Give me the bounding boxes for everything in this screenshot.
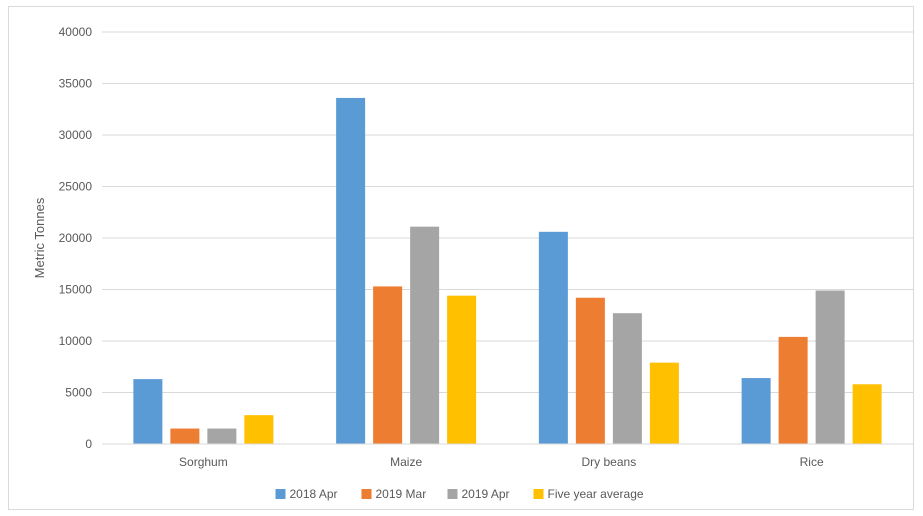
y-axis-ticks: 0 5000 10000 15000 20000 25000 30000 35000 40000: [59, 25, 93, 451]
legend-label: 2018 Apr: [290, 487, 338, 501]
bar-2-2: [373, 286, 403, 444]
y-tick-label: 40000: [59, 25, 93, 39]
legend-swatch: [361, 489, 372, 499]
legend-swatch: [275, 489, 286, 499]
y-tick-label: 5000: [65, 386, 92, 400]
bar-1-2: [336, 97, 366, 445]
x-axis-ticks: Sorghum Maize Dry beans Rice: [179, 455, 824, 469]
bar-3-2: [410, 226, 440, 444]
y-tick-label: 30000: [59, 128, 93, 142]
legend-swatch: [447, 489, 458, 499]
bar-1-3: [538, 231, 568, 444]
bar-4-1: [244, 415, 274, 444]
legend-label: Five year average: [548, 487, 644, 501]
bar-4-4: [852, 384, 882, 444]
legend-label: 2019 Mar: [376, 487, 427, 501]
gridlines: [102, 31, 913, 393]
legend: 2018 Apr 2019 Mar 2019 Apr Five year averag…: [275, 487, 644, 501]
y-tick-label: 35000: [59, 77, 93, 91]
bar-3-1: [207, 428, 237, 444]
x-tick-label: Maize: [390, 455, 422, 469]
y-axis-title: Metric Tonnes: [32, 197, 47, 278]
y-tick-label: 0: [85, 437, 92, 451]
bar-1-4: [741, 378, 771, 444]
bar-3-4: [815, 290, 845, 444]
y-tick-label: 10000: [59, 334, 93, 348]
bars: [133, 97, 882, 445]
bar-1-1: [133, 379, 163, 444]
bar-2-4: [778, 336, 808, 444]
legend-swatch: [533, 489, 544, 499]
bar-4-3: [649, 362, 679, 444]
x-tick-label: Sorghum: [179, 455, 228, 469]
bar-2-1: [170, 428, 200, 444]
x-tick-label: Rice: [800, 455, 824, 469]
x-tick-label: Dry beans: [582, 455, 637, 469]
bar-4-2: [447, 295, 477, 444]
bar-3-3: [612, 313, 642, 444]
y-tick-label: 20000: [59, 231, 93, 245]
bar-2-3: [575, 297, 605, 444]
y-tick-label: 25000: [59, 180, 93, 194]
y-tick-label: 15000: [59, 283, 93, 297]
legend-label: 2019 Apr: [462, 487, 510, 501]
